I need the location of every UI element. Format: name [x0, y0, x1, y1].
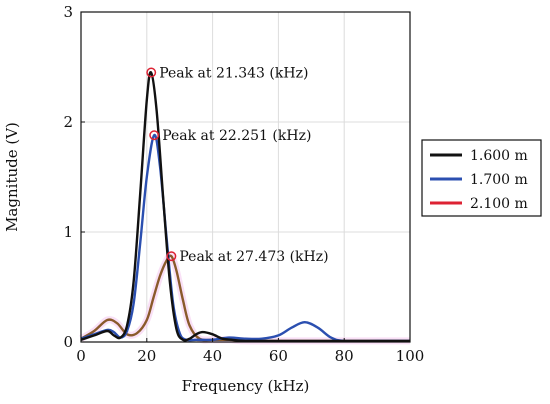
- peak-marker: [146, 67, 157, 78]
- x-axis-label: Frequency (kHz): [182, 377, 310, 395]
- annotations: Peak at 21.343 (kHz) Peak at 22.251 (kHz)…: [159, 66, 328, 266]
- peak-marker: [149, 130, 160, 141]
- y-ticks: 0 1 2 3: [63, 3, 85, 351]
- x-tick-label: 0: [76, 347, 86, 365]
- x-tick-label: 20: [137, 347, 156, 365]
- peak-annotation: Peak at 27.473 (kHz): [179, 249, 328, 265]
- legend-label: 1.600 m: [470, 148, 528, 164]
- x-tick-label: 100: [396, 347, 425, 365]
- y-axis-label: Magnitude (V): [3, 122, 21, 232]
- peak-annotation: Peak at 21.343 (kHz): [159, 66, 308, 82]
- x-tick-label: 80: [335, 347, 354, 365]
- y-tick-label: 3: [63, 3, 73, 21]
- series-line-1: [80, 133, 410, 343]
- peak-markers: [146, 67, 177, 262]
- plot-background: [81, 12, 410, 342]
- peak-marker: [166, 251, 177, 262]
- legend: 1.600 m 1.700 m 2.100 m: [421, 139, 542, 217]
- legend-label: 1.700 m: [470, 172, 528, 188]
- plot-frame: [80, 11, 411, 343]
- x-ticks: 0 20 40 60 80 100: [76, 338, 424, 365]
- peak-annotation: Peak at 22.251 (kHz): [162, 128, 311, 144]
- series-layer: [79, 71, 410, 345]
- x-tick-label: 40: [203, 347, 222, 365]
- x-tick-label: 60: [269, 347, 288, 365]
- grid: [81, 12, 410, 342]
- legend-label: 2.100 m: [470, 196, 528, 212]
- series-line-0: [80, 71, 410, 343]
- y-tick-label: 1: [63, 223, 73, 241]
- y-tick-label: 2: [63, 113, 73, 131]
- y-tick-label: 0: [63, 333, 73, 351]
